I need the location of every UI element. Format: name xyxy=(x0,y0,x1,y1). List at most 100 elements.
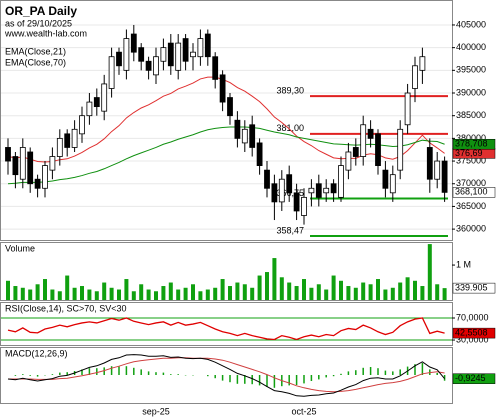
candle-body xyxy=(197,38,204,58)
histogram-bar xyxy=(110,366,113,375)
volume-bar xyxy=(427,244,432,300)
candle-body xyxy=(264,169,270,189)
volume-bar xyxy=(346,286,351,300)
candle-body xyxy=(182,38,189,62)
candle-body xyxy=(434,160,441,180)
histogram-bar xyxy=(273,375,276,388)
legend-entry: EMA(Close,21) xyxy=(5,46,66,56)
volume-bar xyxy=(57,291,62,300)
candle-body xyxy=(56,137,63,157)
volume-bar xyxy=(294,286,299,300)
histogram-bar xyxy=(303,375,305,384)
volume-bar xyxy=(13,286,18,300)
candle-body xyxy=(116,51,122,67)
histogram-bar xyxy=(214,375,216,379)
histogram-bar xyxy=(295,375,298,385)
x-tick-label: oct-25 xyxy=(291,406,316,416)
volume-bar xyxy=(198,291,203,300)
candle-body xyxy=(27,151,34,185)
y-tick-label: 390000 xyxy=(456,87,486,97)
y-tick-label: 30,0000 xyxy=(456,334,489,344)
volume-frame xyxy=(0,242,453,301)
candle-body xyxy=(404,92,411,126)
volume-bar xyxy=(302,279,306,300)
candle-body xyxy=(271,183,278,203)
candle-body xyxy=(389,174,396,194)
source: www.wealth-lab.com xyxy=(4,28,87,38)
histogram-bar xyxy=(66,372,68,375)
last-value-box xyxy=(452,282,496,294)
y-tick-label: 365000 xyxy=(456,201,486,211)
candle-body xyxy=(338,165,344,198)
candle-body xyxy=(286,174,293,194)
volume-bar xyxy=(43,279,47,300)
histogram-bar xyxy=(399,369,401,375)
histogram-bar xyxy=(369,367,372,375)
level-label: 381,00 xyxy=(276,123,304,133)
volume-bar xyxy=(413,280,417,300)
y-tick-label: 1 M xyxy=(456,259,471,269)
histogram-bar xyxy=(155,372,157,375)
volume-bar xyxy=(316,284,321,300)
candle-body xyxy=(323,187,330,194)
histogram-bar xyxy=(59,372,61,375)
histogram-bar xyxy=(81,369,83,375)
volume-bar xyxy=(50,289,55,300)
histogram-bar xyxy=(347,371,350,375)
ema-line xyxy=(7,126,445,185)
candle-body xyxy=(123,38,130,71)
candle-body xyxy=(212,56,219,80)
volume-bar xyxy=(435,284,440,300)
candle-body xyxy=(86,101,93,117)
y-tick-label: 375000 xyxy=(456,155,486,165)
candle-body xyxy=(71,128,78,148)
volume-bar xyxy=(279,277,284,300)
subtitle: as of 29/10/2025 xyxy=(5,18,72,28)
macd-frame xyxy=(0,347,453,404)
histogram-bar xyxy=(236,375,239,384)
candle-body xyxy=(419,56,426,71)
last-value-label: 42,5508 xyxy=(455,327,488,337)
volume-bar xyxy=(257,275,262,300)
histogram-bar xyxy=(355,370,357,375)
candle-body xyxy=(160,47,167,62)
candle-body xyxy=(204,33,211,58)
candle-body xyxy=(345,151,352,171)
volume-bar xyxy=(35,284,40,300)
y-tick-label: 405000 xyxy=(456,19,486,29)
candle-body xyxy=(153,56,159,76)
candle-body xyxy=(352,147,359,157)
volume-bar xyxy=(324,289,329,300)
histogram-bar xyxy=(162,372,165,375)
last-value-box xyxy=(452,327,496,339)
y-tick-label: 70,0000 xyxy=(456,312,489,322)
ema-line xyxy=(7,76,445,163)
y-tick-label: 400000 xyxy=(456,42,486,52)
volume-bar xyxy=(368,284,373,300)
histogram-bar xyxy=(51,374,54,375)
histogram-bar xyxy=(96,368,98,375)
volume-bar xyxy=(383,289,388,300)
volume-bar xyxy=(124,279,129,300)
candle-body xyxy=(397,128,404,171)
histogram-bar xyxy=(103,367,105,375)
candle-body xyxy=(138,47,145,62)
candle-body xyxy=(219,74,226,103)
histogram-bar xyxy=(22,374,24,375)
candle-body xyxy=(227,97,233,117)
histogram-bar xyxy=(384,370,387,375)
price-frame xyxy=(0,0,453,241)
candle-body xyxy=(167,42,174,67)
candle-body xyxy=(293,192,300,212)
candle-body xyxy=(190,51,196,58)
histogram-bar xyxy=(221,375,224,381)
volume-bar xyxy=(28,289,33,300)
candle-body xyxy=(19,147,26,180)
last-value-label: 339.905 xyxy=(455,282,488,292)
volume-bar xyxy=(287,282,292,300)
candle-body xyxy=(367,128,374,139)
histogram-bar xyxy=(266,375,268,387)
candle-body xyxy=(42,165,48,189)
volume-bar xyxy=(139,284,144,300)
